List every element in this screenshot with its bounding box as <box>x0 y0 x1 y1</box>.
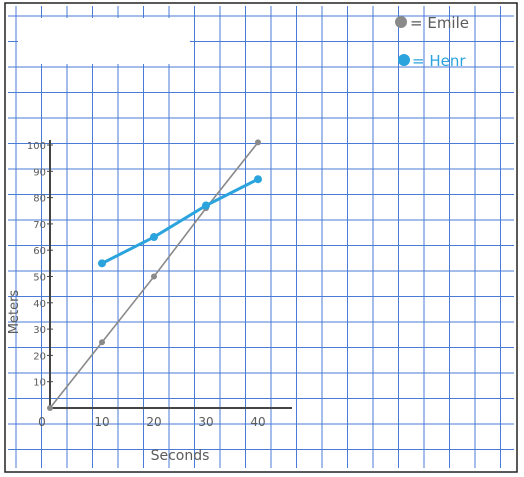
y-axis-title: Meters <box>7 290 22 335</box>
y-tick-label: 80 <box>33 194 46 205</box>
legend-label-emile: = Emile <box>410 14 469 32</box>
data-point-henry <box>98 259 106 268</box>
x-tick-labels: 0 10 20 30 40 <box>38 415 265 429</box>
covered-area <box>18 18 190 64</box>
y-tick-labels: 10 20 30 40 50 60 70 80 90 100 <box>27 141 53 389</box>
data-point-henry <box>202 201 210 210</box>
y-tick-label: 50 <box>33 273 46 284</box>
y-tick-label: 90 <box>33 167 46 178</box>
y-tick-label: 40 <box>33 299 46 310</box>
y-tick-label: 100 <box>27 141 46 152</box>
data-point-emile <box>255 139 261 146</box>
y-tick-label: 20 <box>33 351 46 362</box>
legend-label-henry: = Henr <box>412 52 466 70</box>
paper-border <box>4 2 518 473</box>
data-point-emile <box>99 339 105 346</box>
y-tick-label: 10 <box>33 378 46 389</box>
y-tick-label: 60 <box>33 246 46 257</box>
x-tick-label: 0 <box>38 415 46 429</box>
legend-marker-henry <box>398 54 410 66</box>
legend: = Emile = Henr <box>395 14 469 70</box>
data-point-henry <box>254 175 262 184</box>
axes <box>49 140 292 409</box>
x-tick-label: 20 <box>146 415 161 429</box>
x-axis-title: Seconds <box>151 448 210 464</box>
y-tick-label: 70 <box>33 220 46 231</box>
x-tick-label: 10 <box>94 415 109 429</box>
series-layer <box>47 139 262 411</box>
graph-paper-grid <box>8 6 514 468</box>
legend-marker-emile <box>395 16 407 28</box>
y-tick-label: 30 <box>33 325 46 336</box>
x-tick-label: 40 <box>250 415 265 429</box>
series-line-henry <box>100 177 260 265</box>
data-point-emile <box>47 405 53 411</box>
x-tick-label: 30 <box>198 415 213 429</box>
data-point-henry <box>150 233 158 242</box>
data-point-emile <box>151 273 157 280</box>
